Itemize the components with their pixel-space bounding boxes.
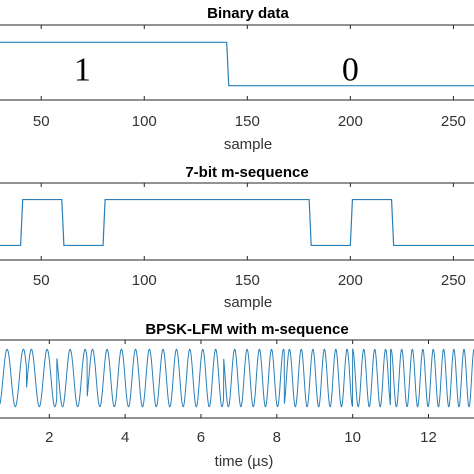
panel2-xlabel: sample	[224, 294, 272, 311]
xtick-label: 12	[420, 429, 437, 446]
panel1-binary-line	[0, 41, 474, 87]
panel1-axes-box	[0, 24, 474, 101]
xtick-label: 50	[33, 272, 50, 289]
xtick-label: 150	[235, 272, 260, 289]
xtick-label: 10	[344, 429, 361, 446]
panel3-title: BPSK-LFM with m-sequence	[145, 321, 348, 338]
xtick-label: 200	[338, 113, 363, 130]
panel2-title: 7-bit m-sequence	[185, 164, 308, 181]
xtick-label: 8	[273, 429, 281, 446]
panel1-xticks: 50 100 150 200 250	[33, 25, 466, 130]
xtick-label: 6	[197, 429, 205, 446]
panel1-title: Binary data	[207, 5, 289, 22]
xtick-label: 100	[132, 113, 157, 130]
panel2-xticks: 50 100 150 200 250	[33, 183, 466, 289]
xtick-label: 4	[121, 429, 129, 446]
xtick-label: 200	[338, 272, 363, 289]
panel3-xticks: 2 4 6 8 10 12	[45, 340, 437, 446]
panel3-bpsk-lfm-waveform	[0, 348, 474, 408]
xtick-label: 250	[441, 113, 466, 130]
xtick-label: 2	[45, 429, 53, 446]
panel1-annotation-1: 1	[74, 51, 91, 88]
panel-m-sequence: 7-bit m-sequence 50 100 150 200 250 sample	[0, 164, 474, 311]
panel-bpsk-lfm: BPSK-LFM with m-sequence 2 4 6 8 10 12 time (…	[0, 321, 474, 470]
panel3-axes-box	[0, 339, 474, 419]
xtick-label: 150	[235, 113, 260, 130]
panel2-axes-box	[0, 182, 474, 261]
panel-binary-data: Binary data 50 100 150 200 250 1 0 sample	[0, 5, 474, 153]
panel3-xlabel: time (µs)	[215, 453, 274, 470]
panel2-m-sequence-line	[0, 198, 474, 247]
xtick-label: 250	[441, 272, 466, 289]
xtick-label: 100	[132, 272, 157, 289]
panel1-annotation-0: 0	[342, 51, 359, 88]
panel1-xlabel: sample	[224, 136, 272, 153]
xtick-label: 50	[33, 113, 50, 130]
